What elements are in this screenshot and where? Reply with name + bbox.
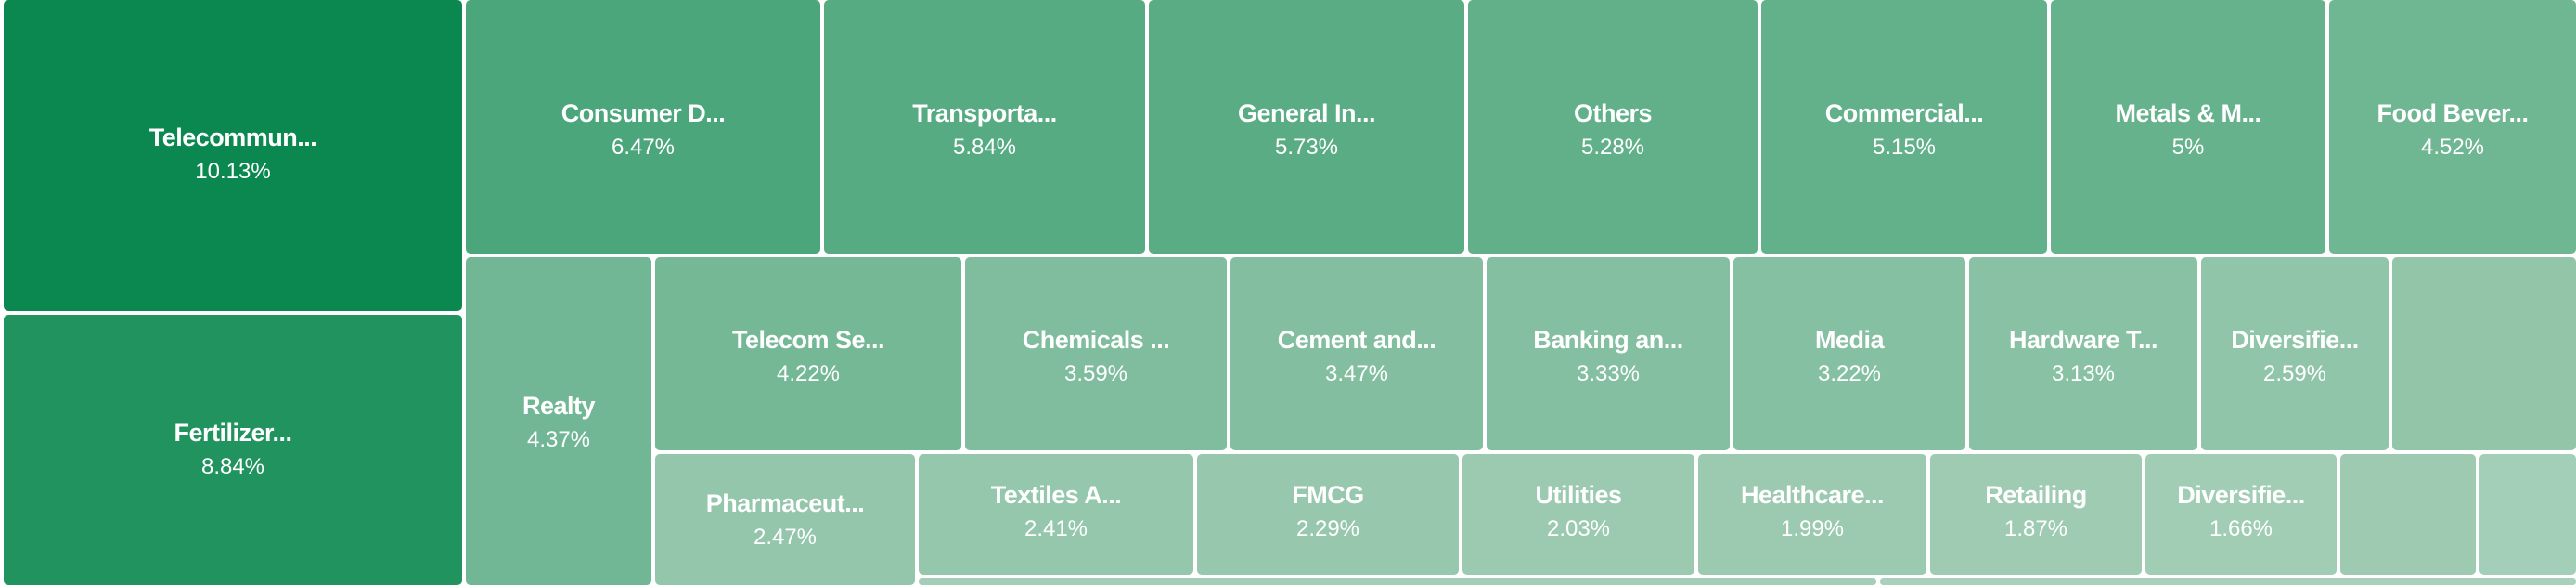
tile-value: 5%	[2171, 135, 2205, 160]
tile-value: 2.29%	[1295, 516, 1360, 541]
tile-label: Media	[1814, 326, 1885, 354]
tile-label: Others	[1573, 99, 1653, 127]
treemap-tile[interactable]: Metals & M... 5%	[2051, 0, 2325, 254]
tile-value: 3.47%	[1324, 361, 1389, 386]
treemap-tile-small[interactable]	[1880, 578, 2576, 585]
treemap-tile-small[interactable]	[2479, 454, 2576, 575]
treemap-tile[interactable]: Retailing 1.87%	[1930, 454, 2142, 575]
tile-label: Realty	[522, 392, 596, 420]
treemap-tile[interactable]: Utilities 2.03%	[1462, 454, 1694, 575]
tile-value: 5.73%	[1274, 135, 1339, 160]
tile-value: 1.87%	[2003, 516, 2068, 541]
tile-label: Commercial...	[1824, 99, 1984, 127]
tile-label: FMCG	[1292, 481, 1364, 509]
tile-value: 2.03%	[1546, 516, 1611, 541]
tile-value: 2.47%	[753, 525, 818, 550]
tile-value: 5.15%	[1872, 135, 1937, 160]
treemap-tile[interactable]: Realty 4.37%	[466, 257, 651, 585]
treemap-tile-small[interactable]	[2340, 454, 2476, 575]
tile-label: Diversifie...	[2231, 326, 2359, 354]
tile-value: 6.47%	[611, 135, 676, 160]
tile-value: 4.22%	[776, 361, 841, 386]
tile-label: General In...	[1237, 99, 1376, 127]
tile-label: Chemicals ...	[1022, 326, 1170, 354]
tile-value: 3.59%	[1063, 361, 1128, 386]
tile-label: Banking an...	[1533, 326, 1683, 354]
tile-label: Retailing	[1985, 481, 2087, 509]
tile-value: 3.33%	[1576, 361, 1641, 386]
treemap-tile[interactable]: Telecommun... 10.13%	[4, 0, 462, 311]
tile-value: 4.52%	[2420, 135, 2485, 160]
tile-value: 2.41%	[1024, 516, 1088, 541]
tile-label: Pharmaceut...	[705, 489, 865, 517]
treemap-tile[interactable]: Consumer D... 6.47%	[466, 0, 820, 254]
tile-value: 1.66%	[2209, 516, 2273, 541]
treemap-tile[interactable]: Media 3.22%	[1733, 257, 1965, 450]
tile-label: Hardware T...	[2008, 326, 2158, 354]
treemap-tile[interactable]: Commercial... 5.15%	[1761, 0, 2047, 254]
tile-label: Diversifie...	[2177, 481, 2305, 509]
tile-value: 10.13%	[195, 159, 271, 184]
tile-label: Consumer D...	[560, 99, 726, 127]
treemap-tile[interactable]: Banking an... 3.33%	[1487, 257, 1730, 450]
treemap-tile[interactable]: Transporta... 5.84%	[824, 0, 1145, 254]
tile-label: Cement and...	[1277, 326, 1436, 354]
treemap-tile[interactable]: Cement and... 3.47%	[1230, 257, 1483, 450]
treemap-tile[interactable]: Others 5.28%	[1468, 0, 1758, 254]
tile-value: 5.28%	[1580, 135, 1645, 160]
tile-value: 1.99%	[1780, 516, 1845, 541]
treemap-tile[interactable]: Telecom Se... 4.22%	[655, 257, 961, 450]
tile-label: Telecom Se...	[731, 326, 885, 354]
treemap-tile[interactable]: Chemicals ... 3.59%	[965, 257, 1227, 450]
treemap-tile[interactable]: Diversifie... 2.59%	[2201, 257, 2389, 450]
treemap-tile[interactable]: Textiles A... 2.41%	[919, 454, 1193, 575]
tile-label: Telecommun...	[148, 124, 317, 151]
treemap-tile[interactable]: Diversifie... 1.66%	[2145, 454, 2337, 575]
tile-label: Transporta...	[912, 99, 1057, 127]
treemap-tile[interactable]: Hardware T... 3.13%	[1969, 257, 2197, 450]
tile-value: 8.84%	[200, 454, 265, 479]
tile-value: 5.84%	[952, 135, 1017, 160]
treemap-tile[interactable]: Fertilizer... 8.84%	[4, 315, 462, 585]
tile-label: Food Bever...	[2376, 99, 2529, 127]
tile-value: 3.22%	[1817, 361, 1882, 386]
treemap-tile-small[interactable]	[2392, 257, 2576, 450]
treemap-tile[interactable]: FMCG 2.29%	[1197, 454, 1459, 575]
treemap-tile[interactable]: Healthcare... 1.99%	[1698, 454, 1926, 575]
treemap-tile[interactable]: Pharmaceut... 2.47%	[655, 454, 915, 585]
treemap-tile[interactable]: General In... 5.73%	[1149, 0, 1464, 254]
tile-label: Utilities	[1535, 481, 1622, 509]
treemap-tile[interactable]: Food Bever... 4.52%	[2329, 0, 2576, 254]
tile-label: Textiles A...	[990, 481, 1122, 509]
treemap-tile-small[interactable]	[919, 578, 1876, 585]
tile-label: Metals & M...	[2115, 99, 2261, 127]
tile-value: 4.37%	[526, 427, 591, 452]
tile-label: Healthcare...	[1740, 481, 1885, 509]
tile-label: Fertilizer...	[174, 419, 292, 447]
tile-value: 3.13%	[2051, 361, 2116, 386]
tile-value: 2.59%	[2262, 361, 2327, 386]
